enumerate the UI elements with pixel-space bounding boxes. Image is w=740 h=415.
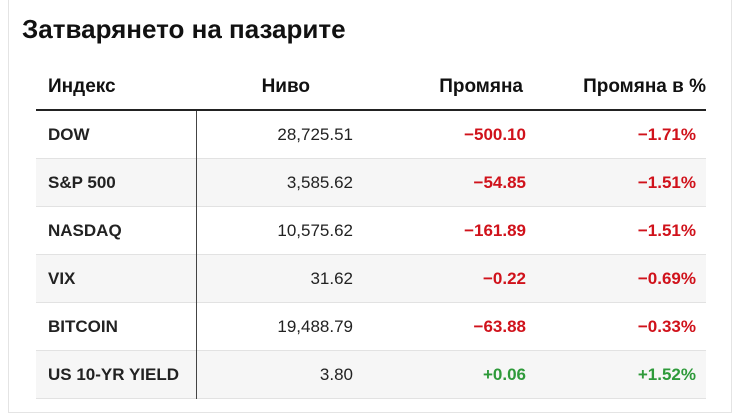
index-name: VIX [48,268,76,288]
change-cell: −1.51% [637,220,696,240]
column-header: Промяна [439,75,523,97]
level-cell: 28,725.51 [277,124,353,144]
header-row: Индекс Ниво Промяна Промяна в % [36,64,706,111]
index-name: S&P 500 [48,172,116,192]
table-row: NASDAQ 10,575.62 −161.89 −1.51% [36,207,706,255]
index-name: US 10-YR YIELD [48,364,180,384]
change-cell: −0.69% [637,268,696,288]
change-cell: −1.71% [637,124,696,144]
table-row: US 10-YR YIELD 3.80 +0.06 +1.52% [36,351,706,399]
change-cell: −1.51% [637,172,696,192]
table-row: S&P 500 3,585.62 −54.85 −1.51% [36,159,706,207]
table-row: VIX 31.62 −0.22 −0.69% [36,255,706,303]
column-divider [196,111,197,399]
market-table: Индекс Ниво Промяна Промяна в % DOW 28,725.5… [36,64,706,399]
column-header: Промяна в % [583,75,706,97]
index-name: NASDAQ [48,220,122,240]
level-cell: 10,575.62 [277,220,353,240]
index-name: BITCOIN [48,316,118,336]
change-cell: −500.10 [464,124,526,144]
change-cell: −54.85 [473,172,526,192]
change-cell: −0.22 [482,268,526,288]
change-cell: −63.88 [473,316,526,336]
column-header: Ниво [261,75,310,97]
level-cell: 3.80 [319,364,353,384]
change-cell: −0.33% [637,316,696,336]
index-name: DOW [48,124,90,144]
level-cell: 3,585.62 [286,172,353,192]
column-header: Индекс [48,75,116,97]
change-cell: +1.52% [637,364,696,384]
level-cell: 19,488.79 [277,316,353,336]
table-row: BITCOIN 19,488.79 −63.88 −0.33% [36,303,706,351]
widget-frame [8,0,732,413]
change-cell: −161.89 [464,220,526,240]
widget-title: Затварянето на пазарите [22,14,346,44]
change-cell: +0.06 [482,364,526,384]
level-cell: 31.62 [310,268,353,288]
table-row: DOW 28,725.51 −500.10 −1.71% [36,111,706,159]
